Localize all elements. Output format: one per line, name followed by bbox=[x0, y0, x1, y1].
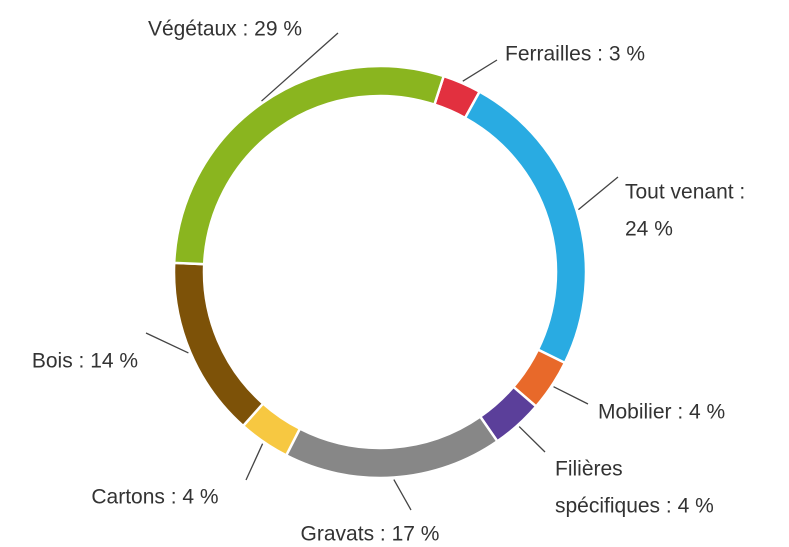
data-label: Cartons : 4 % bbox=[91, 486, 218, 509]
leader-line bbox=[261, 32, 339, 102]
donut-segment bbox=[172, 64, 446, 266]
leader-line bbox=[578, 176, 619, 211]
data-label: Filières bbox=[555, 458, 623, 481]
data-label: 24 % bbox=[625, 218, 673, 241]
leader-line bbox=[553, 386, 589, 405]
leader-line bbox=[518, 426, 546, 453]
data-label: Tout venant : bbox=[625, 181, 745, 204]
leader-line bbox=[245, 443, 264, 481]
donut-hole bbox=[203, 95, 557, 449]
leader-line bbox=[462, 59, 498, 82]
data-label: Ferrailles : 3 % bbox=[505, 43, 645, 66]
leader-line bbox=[393, 479, 412, 511]
data-label: spécifiques : 4 % bbox=[555, 495, 714, 518]
data-label: Végétaux : 29 % bbox=[148, 18, 302, 41]
data-label: Mobilier : 4 % bbox=[598, 401, 725, 424]
data-label: Gravats : 17 % bbox=[301, 523, 440, 546]
leader-line bbox=[145, 332, 189, 354]
data-label: Bois : 14 % bbox=[32, 350, 138, 373]
